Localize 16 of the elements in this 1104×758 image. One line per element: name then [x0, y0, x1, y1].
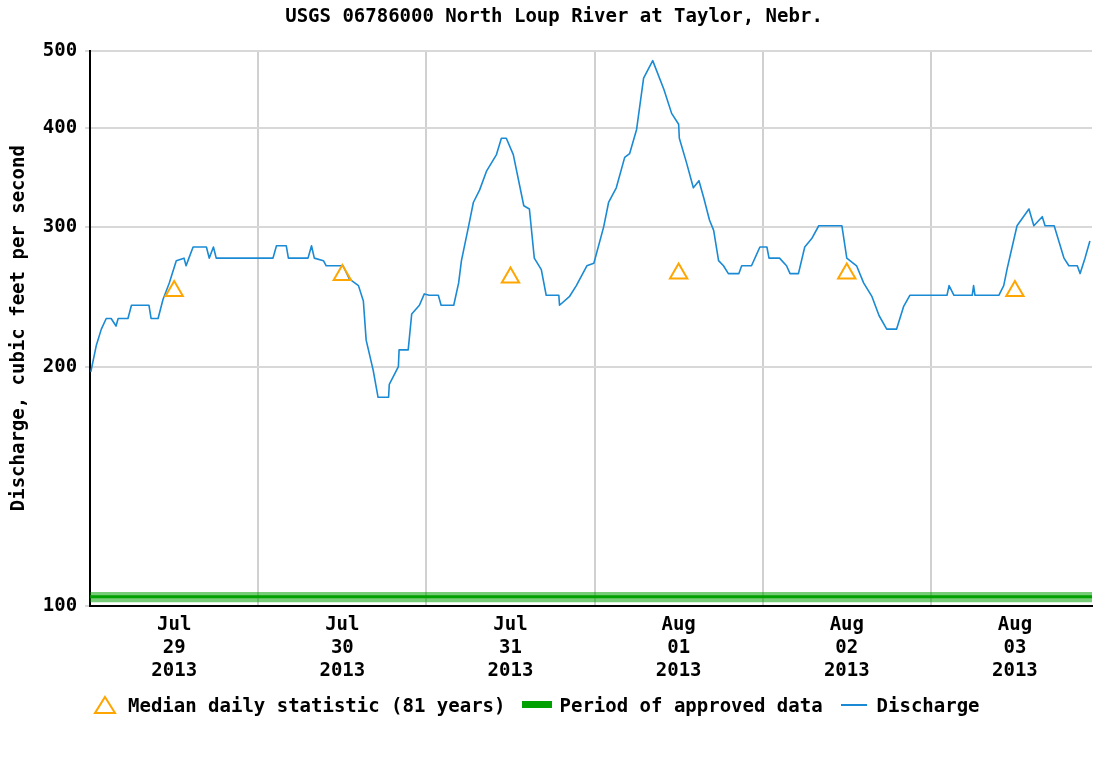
x-tick-label: Aug 02 2013 [823, 611, 870, 680]
x-tick-label: Aug 03 2013 [992, 611, 1038, 680]
y-tick-label: 400 [42, 114, 78, 137]
x-tick-label: Jul 31 2013 [487, 611, 534, 680]
x-tick-label: Aug 01 2013 [655, 611, 702, 680]
y-tick-label: 100 [42, 592, 78, 615]
legend-label: Median daily statistic (81 years) [128, 694, 506, 716]
x-tick-label: Jul 29 2013 [151, 611, 198, 680]
chart-title: USGS 06786000 North Loup River at Taylor, Nebr. [285, 4, 823, 27]
y-tick-label: 300 [42, 213, 78, 236]
y-tick-label: 500 [42, 37, 78, 60]
legend-label: Discharge [876, 694, 980, 716]
x-tick-label: Jul 30 2013 [319, 611, 366, 680]
y-axis-title: Discharge, cubic feet per second [6, 145, 29, 512]
legend-label: Period of approved data [559, 694, 823, 716]
y-tick-label: 200 [42, 353, 78, 376]
